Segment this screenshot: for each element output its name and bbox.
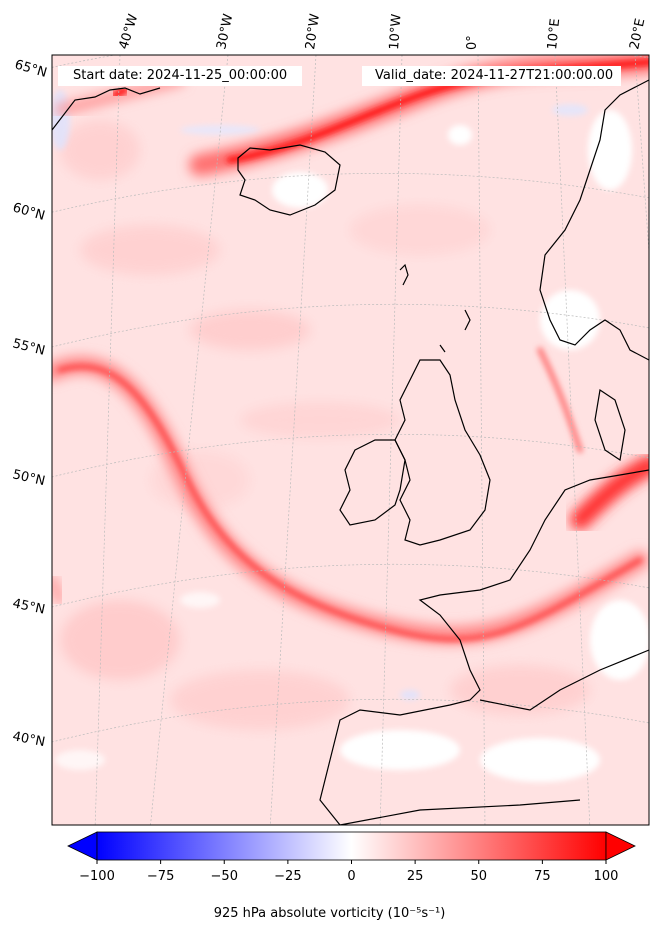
colorbar-tick-label: 50: [470, 869, 487, 884]
lat-label-55n: 55°N: [11, 336, 46, 358]
colorbar-low-extend: [67, 831, 98, 861]
lon-label-20w: 20°W: [303, 13, 323, 51]
colorbar-tick-label: −25: [274, 869, 301, 884]
start-date-label: Start date: 2024-11-25_00:00:00: [58, 66, 303, 86]
lat-labels: 65°N 60°N 55°N 50°N 45°N 40°N: [11, 57, 49, 750]
lat-label-40n: 40°N: [11, 729, 46, 750]
lat-label-45n: 45°N: [11, 596, 46, 617]
lon-labels: 40°W 30°W 20°W 10°W 0° 10°E 20°E: [116, 12, 648, 51]
colorbar-tick-label: −100: [79, 869, 115, 884]
colorbar-tick-label: 100: [594, 869, 619, 884]
colorbar-label: 925 hPa absolute vorticity (10⁻⁵s⁻¹): [213, 906, 446, 921]
lon-label-10e: 10°E: [545, 18, 563, 51]
colorbar-tick-label: 75: [534, 869, 551, 884]
colorbar-tick-label: 0: [347, 869, 355, 884]
vorticity-field: [52, 55, 649, 825]
lon-label-20e: 20°E: [627, 17, 648, 51]
colorbar-ticks: −100 −75 −50 −25 0 25 50 75 100: [79, 860, 618, 884]
lon-label-40w: 40°W: [116, 12, 141, 51]
lat-label-60n: 60°N: [11, 200, 47, 223]
lon-label-10w: 10°W: [387, 13, 404, 50]
colorbar-high-extend: [605, 831, 636, 861]
lat-label-50n: 50°N: [11, 467, 46, 489]
colorbar-tick-label: 25: [407, 869, 424, 884]
lat-label-65n: 65°N: [13, 57, 49, 80]
lon-label-0: 0°: [465, 35, 480, 50]
colorbar-gradient: [96, 831, 607, 861]
lon-label-30w: 30°W: [214, 12, 236, 50]
valid-date-label: Valid_date: 2024-11-27T21:00:00.00: [362, 66, 622, 86]
colorbar-tick-label: −75: [147, 869, 174, 884]
colorbar-tick-label: −50: [211, 869, 238, 884]
colorbar: −100 −75 −50 −25 0 25 50 75 100: [67, 831, 636, 884]
map-frame: [51, 54, 650, 826]
coastlines: [52, 79, 649, 825]
